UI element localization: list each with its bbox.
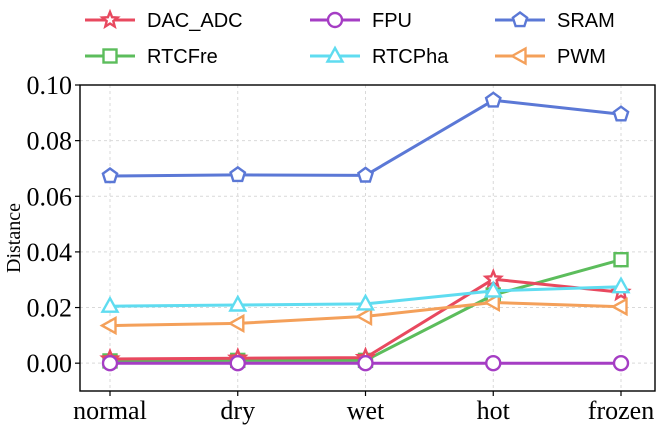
legend-label: RTCPha: [372, 46, 449, 68]
y-tick-label: 0.08: [27, 127, 73, 156]
legend-marker-SRAM: [511, 11, 529, 28]
x-tick-label-frozen: frozen: [588, 396, 654, 425]
legend-marker-DAC_ADC: [99, 8, 121, 30]
legend-marker-PWM: [509, 46, 527, 66]
legend-marker-RTCFre: [102, 48, 118, 64]
x-tick-label-normal: normal: [73, 396, 147, 425]
legend-label: RTCFre: [147, 46, 218, 68]
data-point-PWM-hot: [482, 292, 500, 313]
series-SRAM: [101, 91, 630, 184]
data-point-RTCPha-frozen: [611, 276, 631, 294]
x-tick-label-hot: hot: [477, 396, 511, 425]
data-point-RTCFre-frozen: [613, 251, 629, 268]
series-FPU: [101, 354, 630, 372]
y-tick-label: 0.04: [27, 238, 73, 267]
legend-item-SRAM: SRAM: [495, 10, 615, 32]
data-point-SRAM-wet: [356, 166, 375, 183]
legend-item-RTCFre: RTCFre: [85, 46, 218, 68]
legend: DAC_ADC FPU SRAM RTCFre RTCPha PWM: [85, 8, 615, 68]
legend-label: PWM: [557, 46, 606, 68]
data-point-FPU-normal: [101, 354, 119, 372]
x-tick-label-dry: dry: [220, 396, 255, 425]
legend-marker-FPU: [326, 11, 344, 29]
data-point-FPU-wet: [357, 354, 374, 372]
legend-item-FPU: FPU: [310, 10, 412, 32]
data-point-FPU-hot: [485, 354, 502, 372]
y-tick-label: 0.10: [27, 71, 73, 100]
y-tick-label: 0.00: [27, 349, 73, 378]
series-PWM: [99, 292, 628, 336]
data-point-SRAM-normal: [101, 167, 119, 184]
data-point-RTCPha-wet: [355, 293, 376, 311]
legend-label: FPU: [372, 10, 412, 32]
x-axis: normal dry wet hot frozen: [73, 391, 654, 425]
series-RTCPha: [100, 276, 631, 313]
data-point-SRAM-hot: [484, 91, 502, 108]
data-point-PWM-wet: [355, 306, 373, 326]
series-group: [99, 91, 632, 372]
y-tick-label: 0.06: [27, 182, 73, 211]
data-point-PWM-dry: [227, 313, 245, 333]
grid: [80, 84, 655, 391]
y-axis: 0.00 0.02 0.04 0.06 0.08 0.10: [27, 71, 80, 378]
data-point-FPU-dry: [229, 354, 246, 372]
data-point-PWM-frozen: [610, 297, 628, 317]
legend-marker-RTCPha: [325, 45, 345, 63]
legend-item-RTCPha: RTCPha: [310, 45, 449, 68]
y-axis-label: Distance: [3, 203, 25, 273]
data-point-SRAM-frozen: [612, 105, 630, 122]
data-point-FPU-frozen: [612, 354, 630, 372]
data-point-SRAM-dry: [229, 165, 247, 183]
legend-label: SRAM: [557, 10, 615, 32]
data-point-RTCPha-dry: [228, 294, 248, 312]
y-tick-label: 0.02: [27, 294, 73, 323]
legend-item-PWM: PWM: [495, 46, 606, 68]
data-point-PWM-normal: [99, 316, 117, 336]
legend-label: DAC_ADC: [147, 10, 243, 32]
plot-frame: [79, 84, 656, 392]
x-tick-label-wet: wet: [347, 396, 385, 425]
data-point-RTCPha-hot: [483, 280, 503, 298]
data-point-RTCPha-normal: [100, 295, 120, 313]
legend-item-DAC_ADC: DAC_ADC: [85, 8, 243, 32]
